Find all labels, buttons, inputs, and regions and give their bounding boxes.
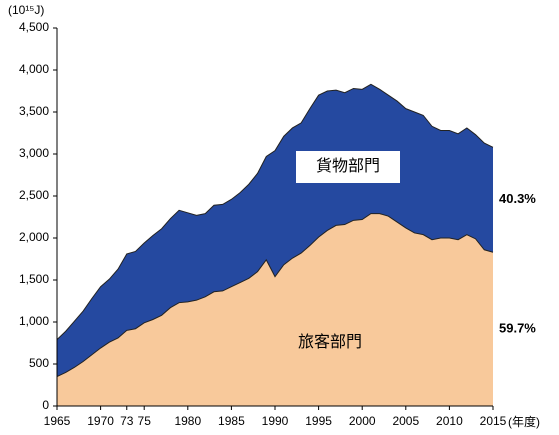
area-edge (56, 213, 494, 378)
series-label: 旅客部門 (298, 333, 362, 351)
x-tick-label: 75 (138, 414, 152, 428)
y-tick-label: 2,000 (19, 230, 49, 244)
x-tick-label: 1965 (44, 414, 71, 428)
x-tick-label: 2010 (436, 414, 463, 428)
x-tick-label: 2000 (349, 414, 376, 428)
x-tick-label: 1970 (87, 414, 114, 428)
y-tick-label: 1,500 (19, 272, 49, 286)
y-tick-label: 0 (42, 398, 49, 412)
y-tick-label: 3,500 (19, 104, 49, 118)
series-label: 貨物部門 (316, 157, 380, 175)
y-axis-label: (10¹⁵J) (8, 3, 44, 17)
label-box (296, 151, 400, 183)
x-tick-label: 1995 (305, 414, 332, 428)
y-tick-label: 1,000 (19, 314, 49, 328)
y-tick-label: 4,500 (19, 20, 49, 34)
x-tick-label: 1980 (174, 414, 201, 428)
x-tick-label: 2015 (480, 414, 507, 428)
x-tick-label: 1990 (262, 414, 289, 428)
area (57, 213, 493, 406)
y-tick-label: 4,000 (19, 62, 49, 76)
y-tick-label: 2,500 (19, 188, 49, 202)
x-tick-label: 2005 (392, 414, 419, 428)
x-axis-label: (年度) (508, 414, 540, 429)
share-label: 59.7% (499, 321, 536, 336)
x-tick-label: 1985 (218, 414, 245, 428)
share-label: 40.3% (499, 191, 536, 206)
x-tick-label: 73 (120, 414, 134, 428)
y-tick-label: 500 (29, 356, 49, 370)
y-tick-label: 3,000 (19, 146, 49, 160)
area-edge (56, 83, 494, 341)
